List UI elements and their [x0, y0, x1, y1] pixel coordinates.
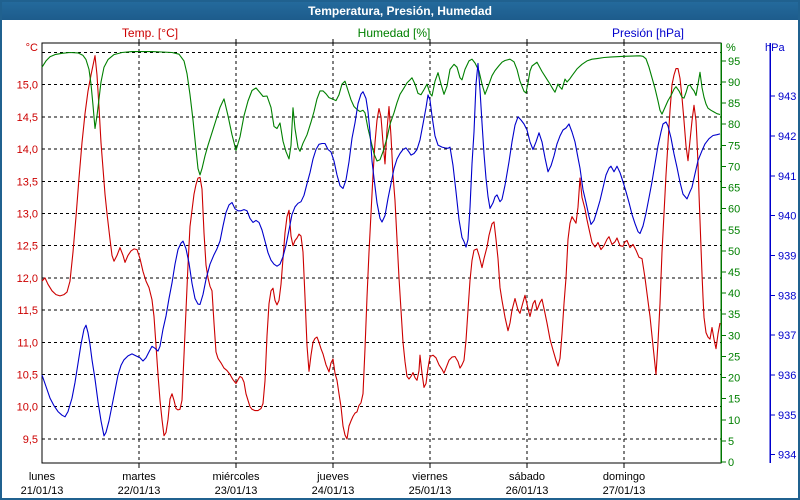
pressure-tick-label: 935 — [778, 410, 796, 422]
humidity-tick-label: 20 — [728, 373, 740, 385]
humidity-tick-label: 55 — [728, 225, 740, 237]
day-date-label: 27/01/13 — [603, 485, 646, 497]
humidity-tick-label: 40 — [728, 288, 740, 300]
humidity-tick-label: 85 — [728, 98, 740, 110]
day-name-label: miércoles — [212, 471, 260, 483]
legend-temperature: Temp. [°C] — [121, 26, 179, 40]
temp-tick-label: 14,5 — [17, 112, 38, 124]
day-date-label: 23/01/13 — [215, 485, 258, 497]
presion-series-line — [41, 62, 721, 437]
humidity-tick-label: 15 — [728, 394, 740, 406]
pressure-tick-label: 934 — [778, 450, 796, 462]
temp-tick-label: 14,0 — [17, 144, 38, 156]
temp-tick-label: 13,0 — [17, 209, 38, 221]
day-name-label: domingo — [603, 471, 645, 483]
window-title: Temperatura, Presión, Humedad — [308, 4, 492, 18]
humidity-tick-label: 10 — [728, 415, 740, 427]
humidity-axis-unit: % — [726, 42, 736, 54]
humidity-tick-label: 35 — [728, 309, 740, 321]
temp-tick-label: 11,0 — [17, 337, 38, 349]
humidity-tick-label: 25 — [728, 351, 740, 363]
humedad-series-line — [41, 51, 721, 176]
humidity-tick-label: 45 — [728, 267, 740, 279]
humidity-tick-label: 95 — [728, 56, 740, 68]
humidity-tick-label: 65 — [728, 183, 740, 195]
humidity-tick-label: 75 — [728, 140, 740, 152]
day-name-label: jueves — [316, 471, 349, 483]
temp-tick-label: 9,5 — [23, 434, 38, 446]
humidity-tick-label: 60 — [728, 204, 740, 216]
day-date-label: 25/01/13 — [409, 485, 452, 497]
temp-tick-label: 15,0 — [17, 80, 38, 92]
temp-tick-label: 11,5 — [17, 305, 38, 317]
legend-pressure: Presión [hPa] — [611, 26, 685, 40]
temp-tick-label: 12,0 — [17, 273, 38, 285]
day-name-label: viernes — [412, 471, 448, 483]
humidity-tick-label: 70 — [728, 161, 740, 173]
temp-tick-label: 10,0 — [17, 402, 38, 414]
humidity-tick-label: 80 — [728, 119, 740, 131]
day-name-label: lunes — [29, 471, 56, 483]
temp-axis-unit: °C — [25, 42, 38, 54]
day-date-label: 26/01/13 — [506, 485, 549, 497]
humidity-tick-label: 90 — [728, 77, 740, 89]
temp-tick-label: 13,5 — [17, 176, 38, 188]
day-date-label: 22/01/13 — [118, 485, 161, 497]
title-bar: Temperatura, Presión, Humedad — [2, 2, 798, 20]
humidity-tick-label: 5 — [728, 436, 734, 448]
pressure-tick-label: 942 — [778, 131, 796, 143]
pressure-tick-label: 936 — [778, 370, 796, 382]
day-name-label: martes — [122, 471, 156, 483]
plot-frame — [41, 42, 722, 464]
pressure-tick-label: 940 — [778, 211, 796, 223]
humidity-tick-label: 50 — [728, 246, 740, 258]
day-date-label: 24/01/13 — [312, 485, 355, 497]
day-date-label: 21/01/13 — [21, 485, 64, 497]
temp-tick-label: 12,5 — [17, 241, 38, 253]
pressure-tick-label: 938 — [778, 290, 796, 302]
humidity-tick-label: 30 — [728, 330, 740, 342]
temperatura-series-line — [41, 55, 721, 440]
pressure-tick-label: 937 — [778, 330, 796, 342]
humidity-tick-label: 0 — [728, 457, 734, 469]
temp-tick-label: 10,5 — [17, 370, 38, 382]
legend-humidity: Humedad [%] — [357, 26, 431, 40]
pressure-tick-label: 939 — [778, 250, 796, 262]
pressure-tick-label: 943 — [778, 91, 796, 103]
pressure-tick-label: 941 — [778, 171, 796, 183]
day-name-label: sábado — [509, 471, 545, 483]
